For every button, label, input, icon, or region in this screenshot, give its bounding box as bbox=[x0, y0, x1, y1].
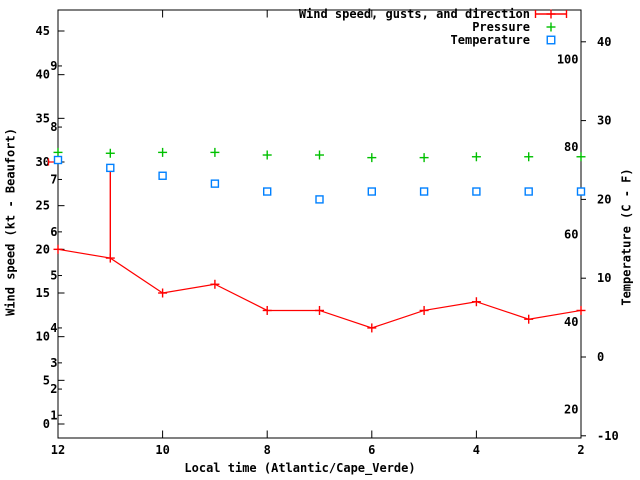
beaufort-tick-label: 3 bbox=[50, 356, 57, 370]
c-tick-label: 30 bbox=[597, 114, 611, 128]
f-tick-label: 80 bbox=[564, 140, 578, 154]
kt-tick-label: 10 bbox=[36, 330, 50, 344]
x-tick-label: 4 bbox=[473, 443, 480, 457]
kt-tick-label: 45 bbox=[36, 24, 50, 38]
c-tick-label: 0 bbox=[597, 350, 604, 364]
axes: 12 10 8 6 4 205101520253035404512345678940302… bbox=[36, 9, 619, 457]
legend-label-wind: Wind speed, gusts, and direction bbox=[298, 7, 530, 21]
beaufort-tick-label: 2 bbox=[50, 382, 57, 396]
f-tick-label: 20 bbox=[564, 403, 578, 417]
y2-axis-label: Temperature (C - F) bbox=[619, 168, 634, 306]
series-pressure bbox=[53, 147, 586, 163]
beaufort-tick-label: 8 bbox=[50, 120, 57, 134]
legend-samples bbox=[534, 9, 568, 45]
x-tick-label: 6 bbox=[368, 443, 375, 457]
x-tick-label: 12 bbox=[51, 443, 65, 457]
kt-tick-label: 35 bbox=[36, 111, 50, 125]
x-axis-label: Local time (Atlantic/Cape_Verde) bbox=[184, 461, 416, 475]
beaufort-tick-label: 9 bbox=[50, 59, 57, 73]
kt-tick-label: 20 bbox=[36, 242, 50, 256]
x-tick-label: 10 bbox=[155, 443, 169, 457]
beaufort-tick-label: 7 bbox=[50, 172, 57, 186]
kt-tick-label: 0 bbox=[43, 417, 50, 431]
f-tick-label: 40 bbox=[564, 315, 578, 329]
x-tick-label: 8 bbox=[264, 443, 271, 457]
c-tick-label: 10 bbox=[597, 271, 611, 285]
y-axis-label: Wind speed (kt - Beaufort) bbox=[3, 128, 18, 316]
c-tick-label: 20 bbox=[597, 192, 611, 206]
kt-tick-label: 40 bbox=[36, 68, 50, 82]
beaufort-tick-label: 6 bbox=[50, 225, 57, 239]
kt-tick-label: 15 bbox=[36, 286, 50, 300]
beaufort-tick-label: 5 bbox=[50, 269, 57, 283]
legend-label-pressure: Pressure bbox=[472, 20, 530, 34]
beaufort-tick-label: 1 bbox=[50, 408, 57, 422]
c-tick-label: -10 bbox=[597, 429, 619, 443]
f-tick-label: 100 bbox=[557, 52, 579, 66]
kt-tick-label: 5 bbox=[43, 373, 50, 387]
c-tick-label: 40 bbox=[597, 35, 611, 49]
f-tick-label: 60 bbox=[564, 227, 578, 241]
series-wind bbox=[47, 158, 586, 333]
legend-label-temperature: Temperature bbox=[450, 33, 530, 47]
beaufort-tick-label: 4 bbox=[50, 321, 57, 335]
kt-tick-label: 30 bbox=[36, 155, 50, 169]
series-temperature bbox=[53, 155, 586, 204]
kt-tick-label: 25 bbox=[36, 199, 50, 213]
x-tick-label: 2 bbox=[577, 443, 584, 457]
